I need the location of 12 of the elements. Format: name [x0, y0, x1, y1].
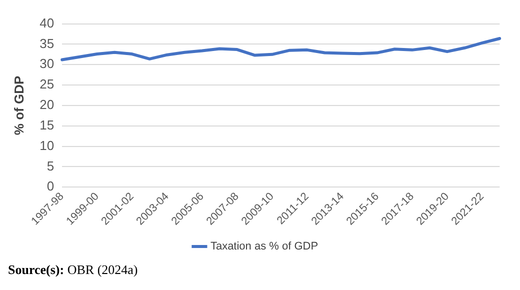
y-tick-label: 30 — [40, 56, 54, 72]
y-tick-label: 15 — [40, 117, 54, 132]
y-tick-label: 25 — [40, 76, 54, 92]
y-tick-label: 5 — [46, 158, 54, 174]
y-tick-label: 0 — [46, 178, 54, 194]
y-tick-label: 10 — [40, 138, 54, 153]
legend-label: Taxation as % of GDP — [210, 240, 318, 253]
y-tick-label: 40 — [40, 15, 54, 30]
y-axis-title: % of GDP — [11, 76, 26, 136]
y-tick-label: 20 — [40, 97, 54, 112]
source-note: Source(s): OBR (2024a) — [8, 262, 138, 277]
y-tick-label: 35 — [40, 36, 54, 51]
